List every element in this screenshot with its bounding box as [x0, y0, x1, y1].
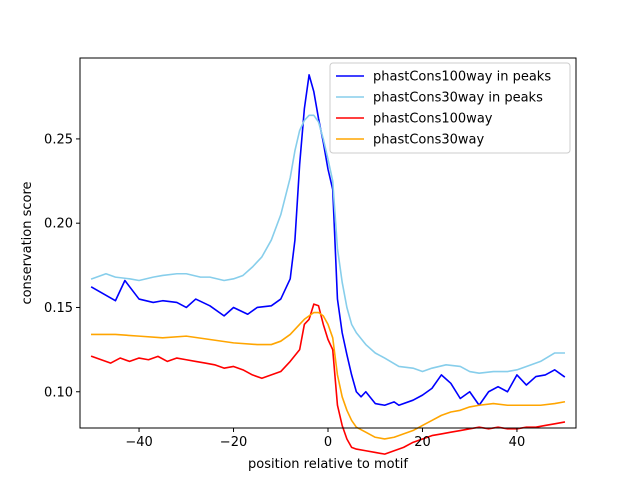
series-line-1 [90, 114, 565, 375]
legend-label-3: phastCons30way [373, 133, 485, 148]
series-line-2 [90, 303, 566, 455]
y-axis-ticks: 0.10 0.15 0.20 0.25 [44, 132, 80, 400]
y-tick-label: 0.20 [44, 217, 73, 232]
x-tick-label: −20 [220, 435, 247, 450]
y-axis-label: conservation score [20, 181, 35, 304]
legend-label-0: phastCons100way in peaks [373, 70, 551, 85]
y-tick-label: 0.10 [44, 385, 73, 400]
legend: phastCons100way in peaks phastCons30way i… [329, 62, 571, 154]
x-tick-label: 40 [509, 435, 526, 450]
x-axis-ticks: −40 −20 0 20 40 [125, 428, 525, 450]
y-tick-label: 0.15 [44, 301, 73, 316]
legend-box [329, 62, 571, 154]
x-axis-label: position relative to motif [248, 457, 408, 472]
legend-label-2: phastCons100way [373, 112, 493, 127]
x-tick-label: −40 [125, 435, 152, 450]
x-tick-label: 0 [324, 435, 332, 450]
series-layer [90, 74, 566, 455]
y-tick-label: 0.25 [44, 132, 73, 147]
legend-label-1: phastCons30way in peaks [373, 91, 543, 106]
x-tick-label: 20 [414, 435, 431, 450]
series-line-3 [91, 311, 566, 440]
series-line-0 [90, 74, 566, 407]
